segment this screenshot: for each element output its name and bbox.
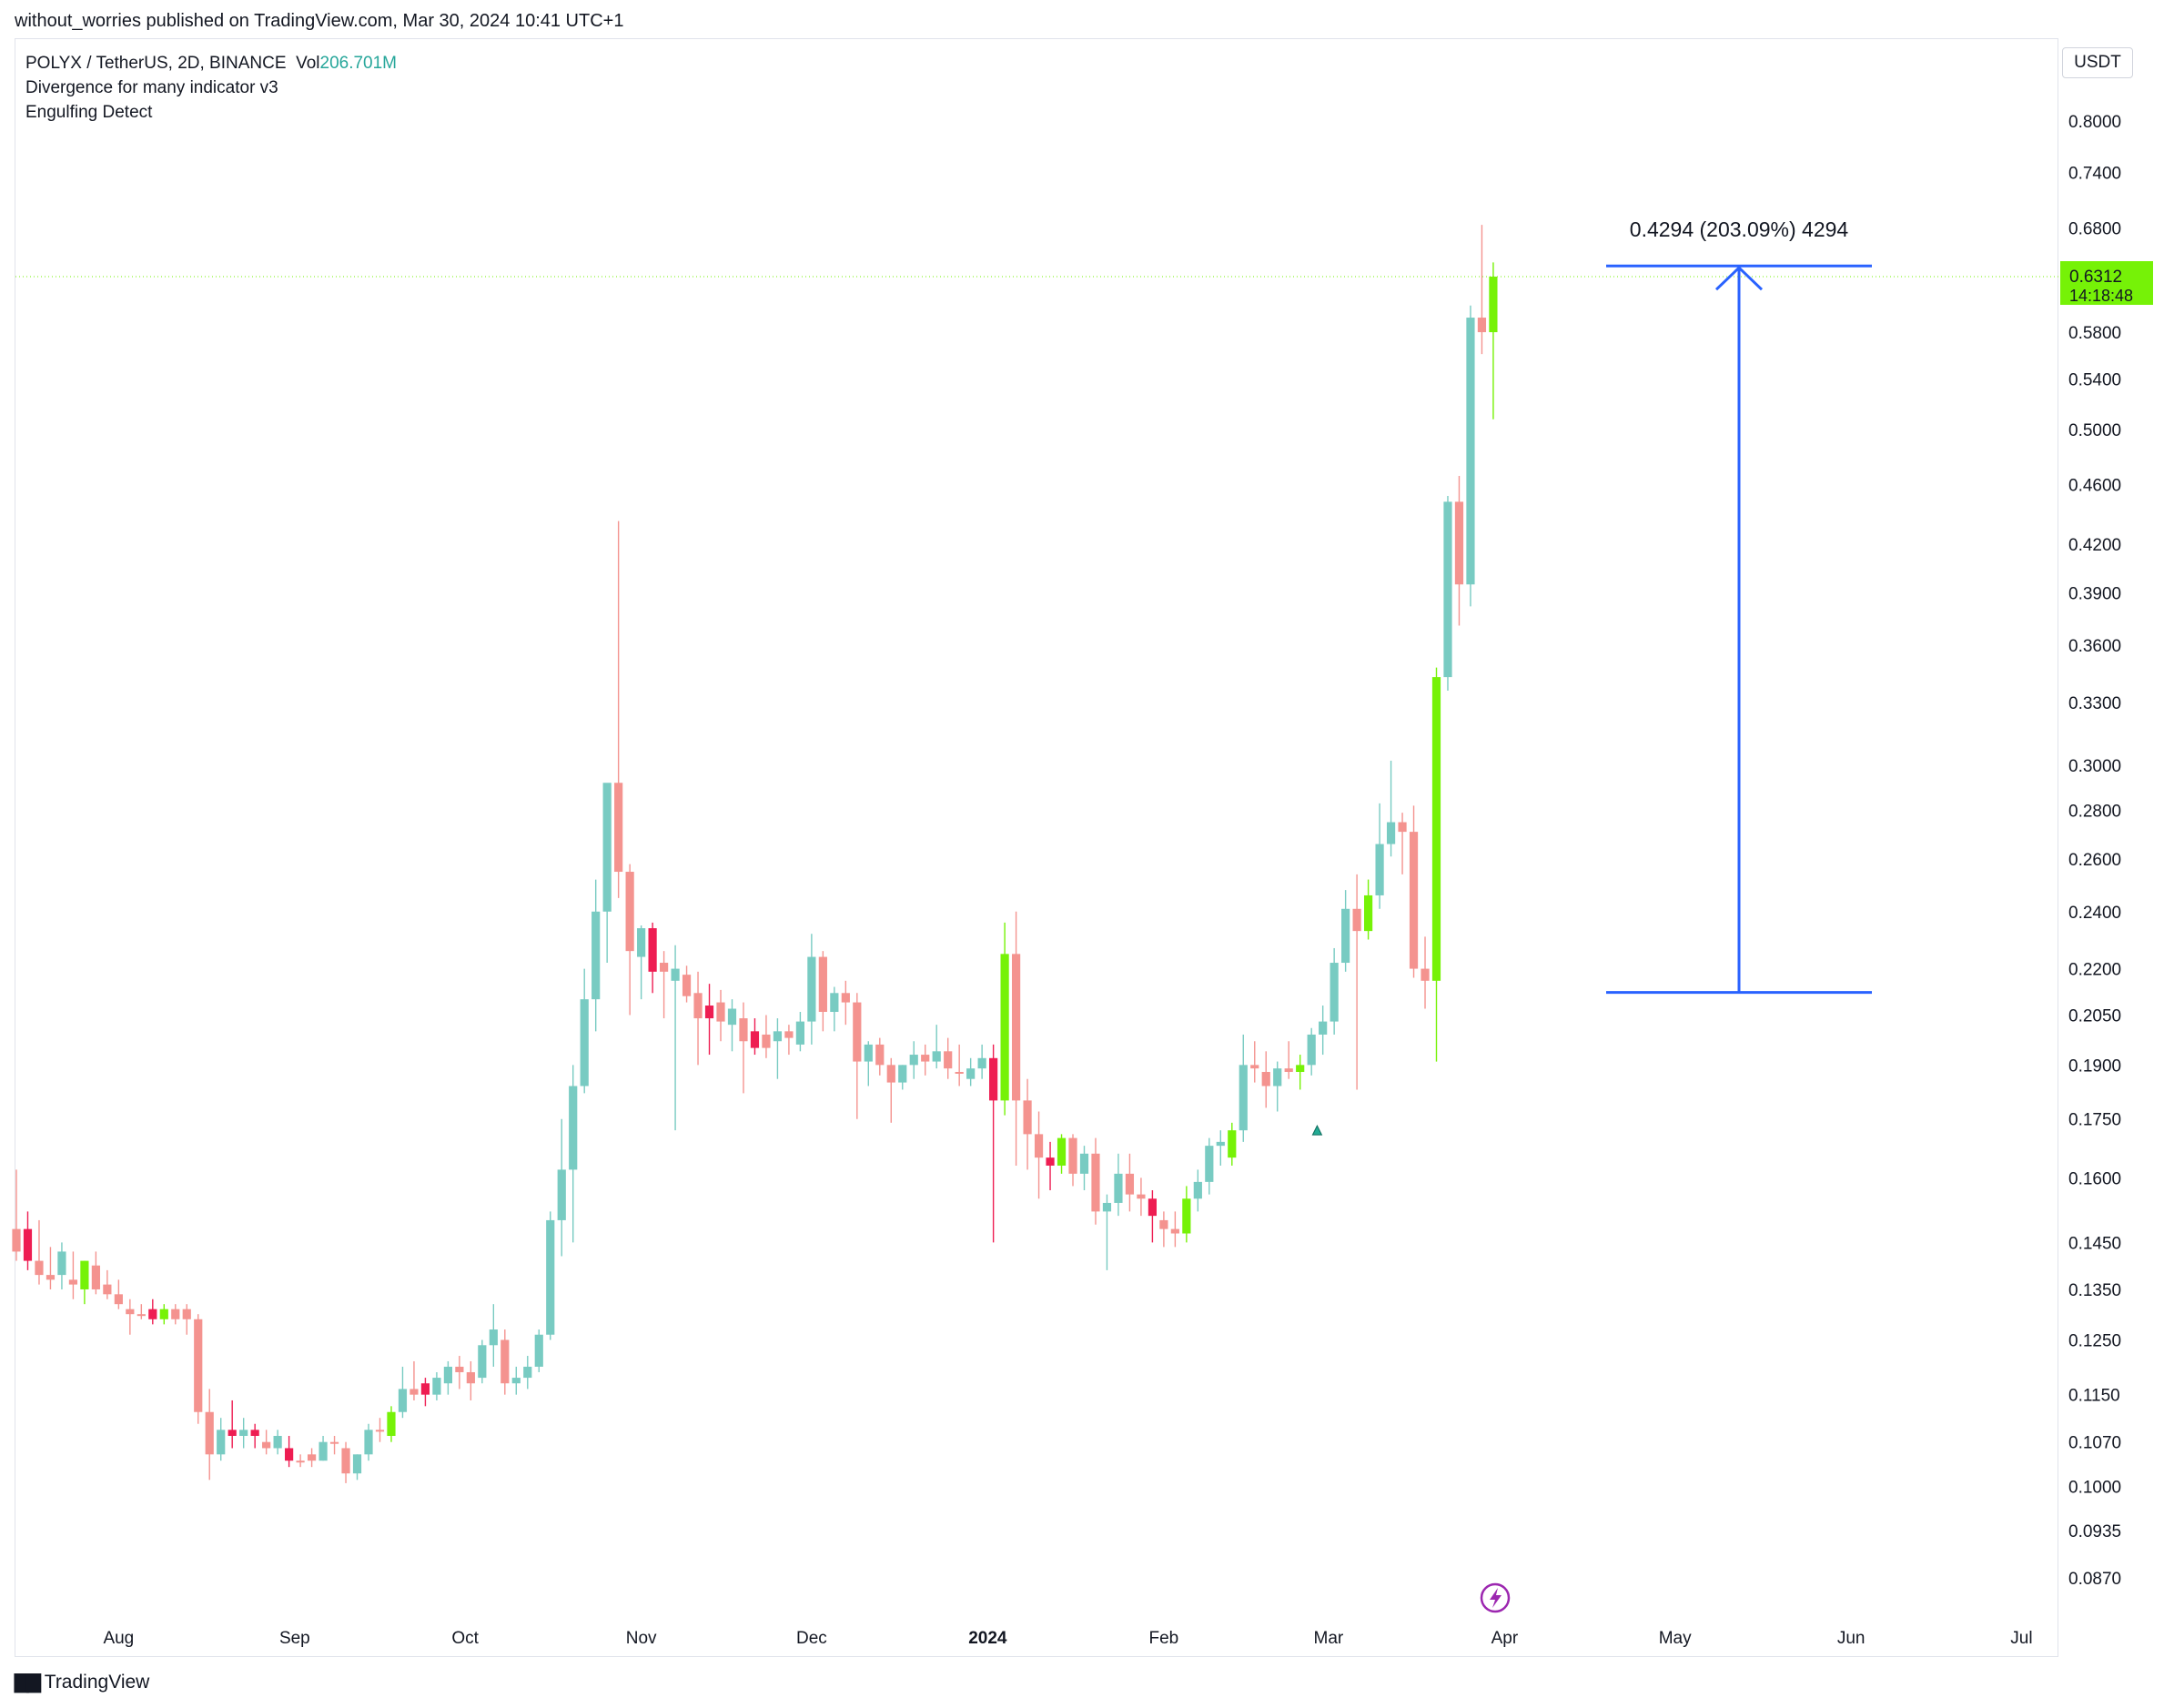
publisher-line: without_worries published on TradingView… (15, 11, 624, 31)
price-tick-label: 0.1350 (2068, 1281, 2121, 1300)
currency-selector[interactable]: USDT (2062, 47, 2133, 78)
indicator-engulfing[interactable]: Engulfing Detect (25, 103, 153, 122)
price-tick-label: 0.0870 (2068, 1570, 2121, 1589)
price-tick-label: 0.4600 (2068, 476, 2121, 495)
price-tick-label: 0.5400 (2068, 371, 2121, 390)
price-tick-label: 0.8000 (2068, 113, 2121, 132)
price-tick-label: 0.1250 (2068, 1331, 2121, 1350)
price-tick-label: 0.0935 (2068, 1522, 2121, 1541)
price-tick-label: 0.1750 (2068, 1111, 2121, 1130)
price-axis: 0.8000 0.7400 0.6800 0.5800 0.5400 0.5000 0.46… (2060, 113, 2153, 1589)
price-tick-label: 0.1450 (2068, 1234, 2121, 1253)
bar-countdown: 14:18:48 (2069, 287, 2133, 305)
chart-pane[interactable] (15, 38, 2058, 1657)
price-tick-label: 0.2600 (2068, 851, 2121, 870)
price-tick-label: 0.1900 (2068, 1056, 2121, 1076)
price-tick-label: 0.3900 (2068, 584, 2121, 603)
price-tick-label: 0.6800 (2068, 219, 2121, 238)
price-tick-label: 0.5000 (2068, 421, 2121, 440)
price-tick-label: 0.1600 (2068, 1169, 2121, 1188)
tradingview-logo-icon: ▇▇ (15, 1673, 41, 1693)
price-tick-label: 0.3600 (2068, 637, 2121, 656)
tradingview-footer[interactable]: ▇▇ TradingView (15, 1671, 149, 1693)
price-tick-label: 0.1000 (2068, 1479, 2121, 1498)
price-tick-label: 0.1150 (2068, 1387, 2120, 1406)
volume-label: Vol (296, 54, 320, 73)
price-tick-label: 0.5800 (2068, 324, 2121, 343)
price-tick-label: 0.2400 (2068, 904, 2121, 923)
price-tick-label: 0.2200 (2068, 961, 2121, 980)
last-price-badge (2060, 261, 2153, 306)
price-tick-label: 0.2800 (2068, 803, 2121, 822)
price-tick-label: 0.3000 (2068, 757, 2121, 776)
volume-value: 206.701M (319, 54, 398, 73)
price-tick-label: 0.4200 (2068, 536, 2121, 555)
symbol-info[interactable]: POLYX / TetherUS, 2D, BINANCE Vol206.701… (25, 51, 397, 76)
price-tick-label: 0.3300 (2068, 694, 2121, 713)
indicator-divergence[interactable]: Divergence for many indicator v3 (25, 78, 278, 97)
footer-brand: TradingView (44, 1671, 150, 1693)
price-tick-label: 0.2050 (2068, 1007, 2121, 1026)
price-tick-label: 0.1070 (2068, 1434, 2121, 1453)
price-tick-label: 0.7400 (2068, 164, 2121, 183)
chart-legend: POLYX / TetherUS, 2D, BINANCE Vol206.701… (25, 51, 397, 125)
symbol-line: POLYX / TetherUS, 2D, BINANCE (25, 54, 287, 73)
last-price-value: 0.6312 (2069, 268, 2122, 287)
